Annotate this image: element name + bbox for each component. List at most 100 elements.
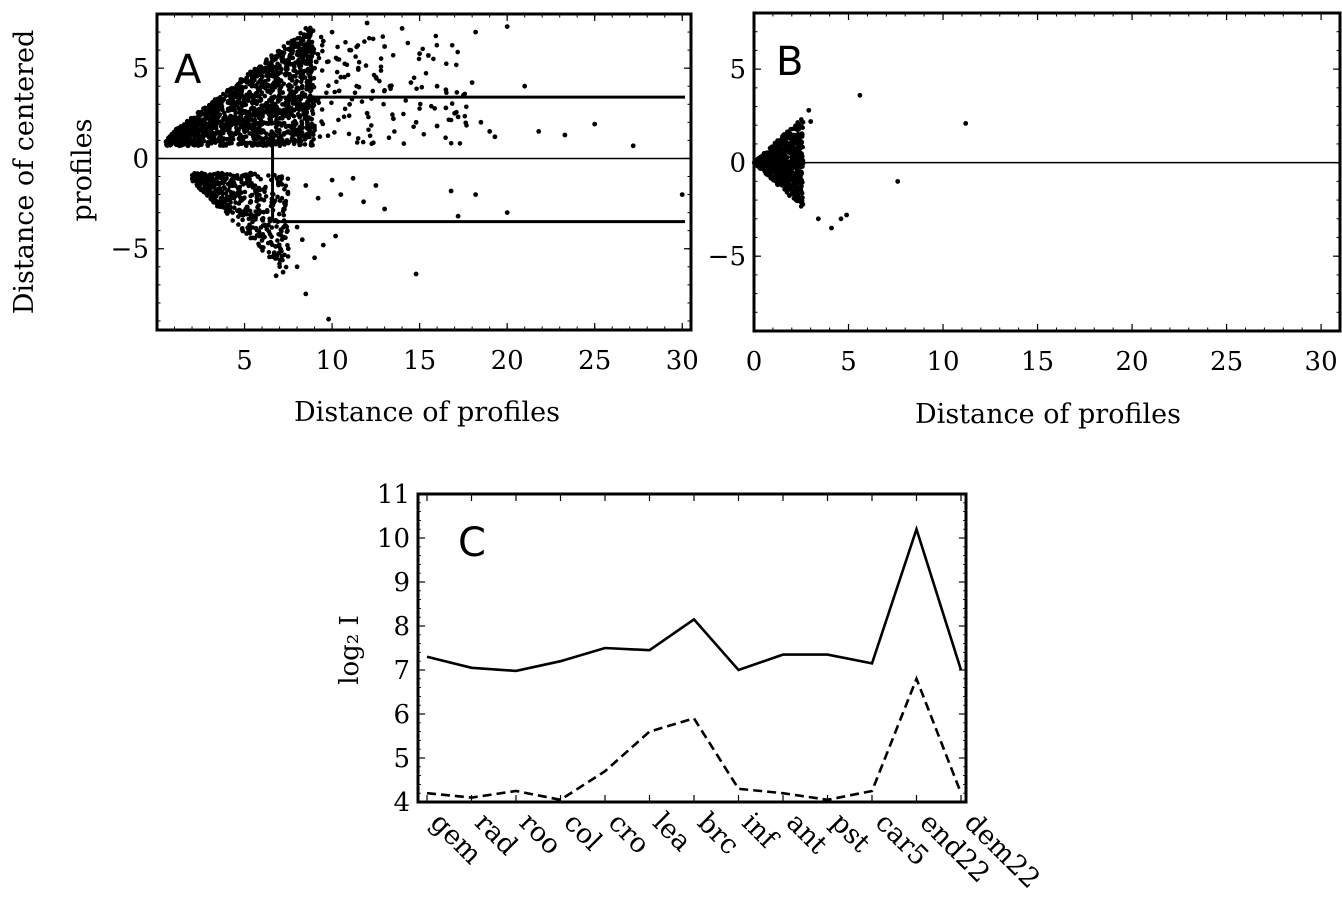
panel-a-point <box>536 129 542 134</box>
panel-a-point <box>309 121 315 127</box>
panel-a-point <box>238 208 244 214</box>
panel-a-point <box>418 101 423 107</box>
panel-a-point <box>266 88 272 94</box>
panel-a-point <box>192 136 197 142</box>
panel-a-point <box>342 61 348 67</box>
panel-a-point <box>259 90 265 95</box>
panel-a-point <box>229 86 235 91</box>
panel-a-point <box>208 128 214 133</box>
panel-a-point <box>288 90 293 96</box>
panel-a-point <box>207 119 213 125</box>
panel-a-point <box>283 264 289 270</box>
panel-c-letter: C <box>458 520 486 566</box>
panel-b-point <box>795 120 800 125</box>
panel-b-y-tick-label: 0 <box>729 149 746 179</box>
panel-a-point <box>269 225 275 230</box>
panel-a-point <box>242 94 247 100</box>
panel-a-point <box>446 117 452 123</box>
panel-a-point <box>312 65 317 71</box>
panel-b-point <box>771 156 777 162</box>
panel-a-point <box>274 122 280 128</box>
panel-a-point <box>279 237 285 242</box>
panel-a-point <box>265 105 271 110</box>
panel-a-point <box>390 53 396 58</box>
panel-a-point <box>304 87 309 92</box>
panel-a-point <box>267 231 273 237</box>
panel-a-point <box>204 191 209 196</box>
panel-a-point <box>320 242 326 248</box>
panel-a-point <box>190 140 195 146</box>
panel-a-point <box>313 98 318 103</box>
panel-a-point <box>206 112 212 117</box>
panel-a-point <box>304 111 309 117</box>
panel-a-point <box>346 131 352 137</box>
panel-c-y-tick-label: 9 <box>393 568 410 598</box>
panel-a-point <box>390 112 395 117</box>
panel-a-points <box>163 20 685 322</box>
panel-a-point <box>238 198 243 204</box>
panel-b-point <box>777 153 782 159</box>
panel-a-point <box>295 42 300 48</box>
panel-a-point <box>247 131 252 136</box>
panel-a-point <box>293 60 298 65</box>
panel-a-point <box>260 143 266 148</box>
panel-a-point <box>347 47 352 53</box>
panel-c-x-tick-label: inf <box>736 807 785 856</box>
panel-a-point <box>261 139 267 145</box>
panel-a-point <box>279 229 284 234</box>
panel-a-point <box>679 192 685 198</box>
panel-a-point <box>293 74 298 79</box>
panel-a-point <box>333 233 338 239</box>
panel-a-point <box>253 190 259 195</box>
panel-a-point <box>303 183 309 188</box>
panel-a-point <box>249 83 255 89</box>
panel-a-point <box>298 104 304 109</box>
panel-a-point <box>228 132 233 138</box>
panel-c-series-solid <box>426 524 963 673</box>
panel-a-point <box>205 139 211 145</box>
panel-a-point <box>342 74 347 80</box>
panel-a-point <box>252 66 258 72</box>
panel-a-point <box>319 42 325 48</box>
panel-a-point <box>228 189 234 195</box>
panel-a-point <box>240 138 245 144</box>
panel-a-point <box>263 68 268 73</box>
panel-a-point <box>271 58 276 63</box>
panel-a-point <box>276 107 282 113</box>
panel-a-point <box>311 137 316 142</box>
panel-a-point <box>326 83 331 88</box>
panel-a-point <box>367 133 373 139</box>
panel-a-point <box>252 171 258 177</box>
panel-a-point <box>290 127 295 132</box>
panel-a-point <box>209 124 215 130</box>
panel-a-point <box>236 92 241 97</box>
panel-b-point <box>788 184 793 189</box>
panel-a-point <box>444 61 449 66</box>
panel-a-point <box>464 104 469 110</box>
panel-b-point <box>768 152 774 158</box>
panel-a-point <box>309 53 315 59</box>
panel-a-point <box>250 124 255 129</box>
panel-a-point <box>272 101 278 107</box>
panel-a-point <box>217 175 222 180</box>
panel-a-point <box>224 171 230 177</box>
panel-a-point <box>405 40 411 46</box>
panel-a-point <box>199 122 204 128</box>
panel-a-point <box>299 52 305 58</box>
panel-b-x-tick-label: 10 <box>926 347 959 377</box>
panel-a-point <box>195 131 201 137</box>
panel-a-point <box>306 38 312 44</box>
panel-a-point <box>233 103 239 108</box>
panel-a-point <box>239 190 244 195</box>
panel-a-point <box>239 226 245 232</box>
panel-a-point <box>316 55 322 61</box>
panel-b-letter: B <box>776 39 803 85</box>
panel-a-point <box>306 33 312 39</box>
panel-a-point <box>307 46 312 51</box>
panel-a-point <box>214 119 219 124</box>
panel-a-point <box>265 121 271 127</box>
panel-b-point <box>788 132 793 138</box>
panel-a-point <box>452 110 457 116</box>
panel-a-y-axis-label-line1: Distance of centered <box>9 30 40 314</box>
panel-a-point <box>227 194 232 199</box>
